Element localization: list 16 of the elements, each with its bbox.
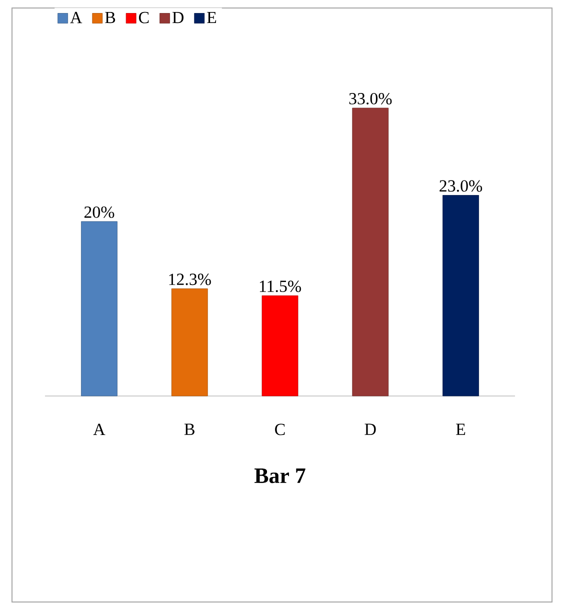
x-tick-label: B	[184, 424, 194, 435]
data-label: 23.0%	[440, 180, 482, 192]
legend-label: B	[105, 12, 116, 24]
x-tick-label: C	[275, 424, 285, 436]
text: Bar 7	[254, 468, 306, 484]
legend-label: A	[70, 12, 82, 24]
legend-label: D	[172, 12, 184, 24]
data-label: 12.3%	[169, 274, 211, 286]
legend-label: C	[138, 12, 149, 24]
data-label: 11.5%	[260, 280, 301, 292]
legend-label: E	[207, 12, 216, 24]
x-tick-label: E	[456, 424, 466, 435]
x-tick-label: A	[93, 424, 106, 435]
x-tick-label: D	[364, 424, 376, 435]
data-label: 20%	[84, 206, 114, 218]
data-label: 33.0%	[349, 92, 392, 104]
